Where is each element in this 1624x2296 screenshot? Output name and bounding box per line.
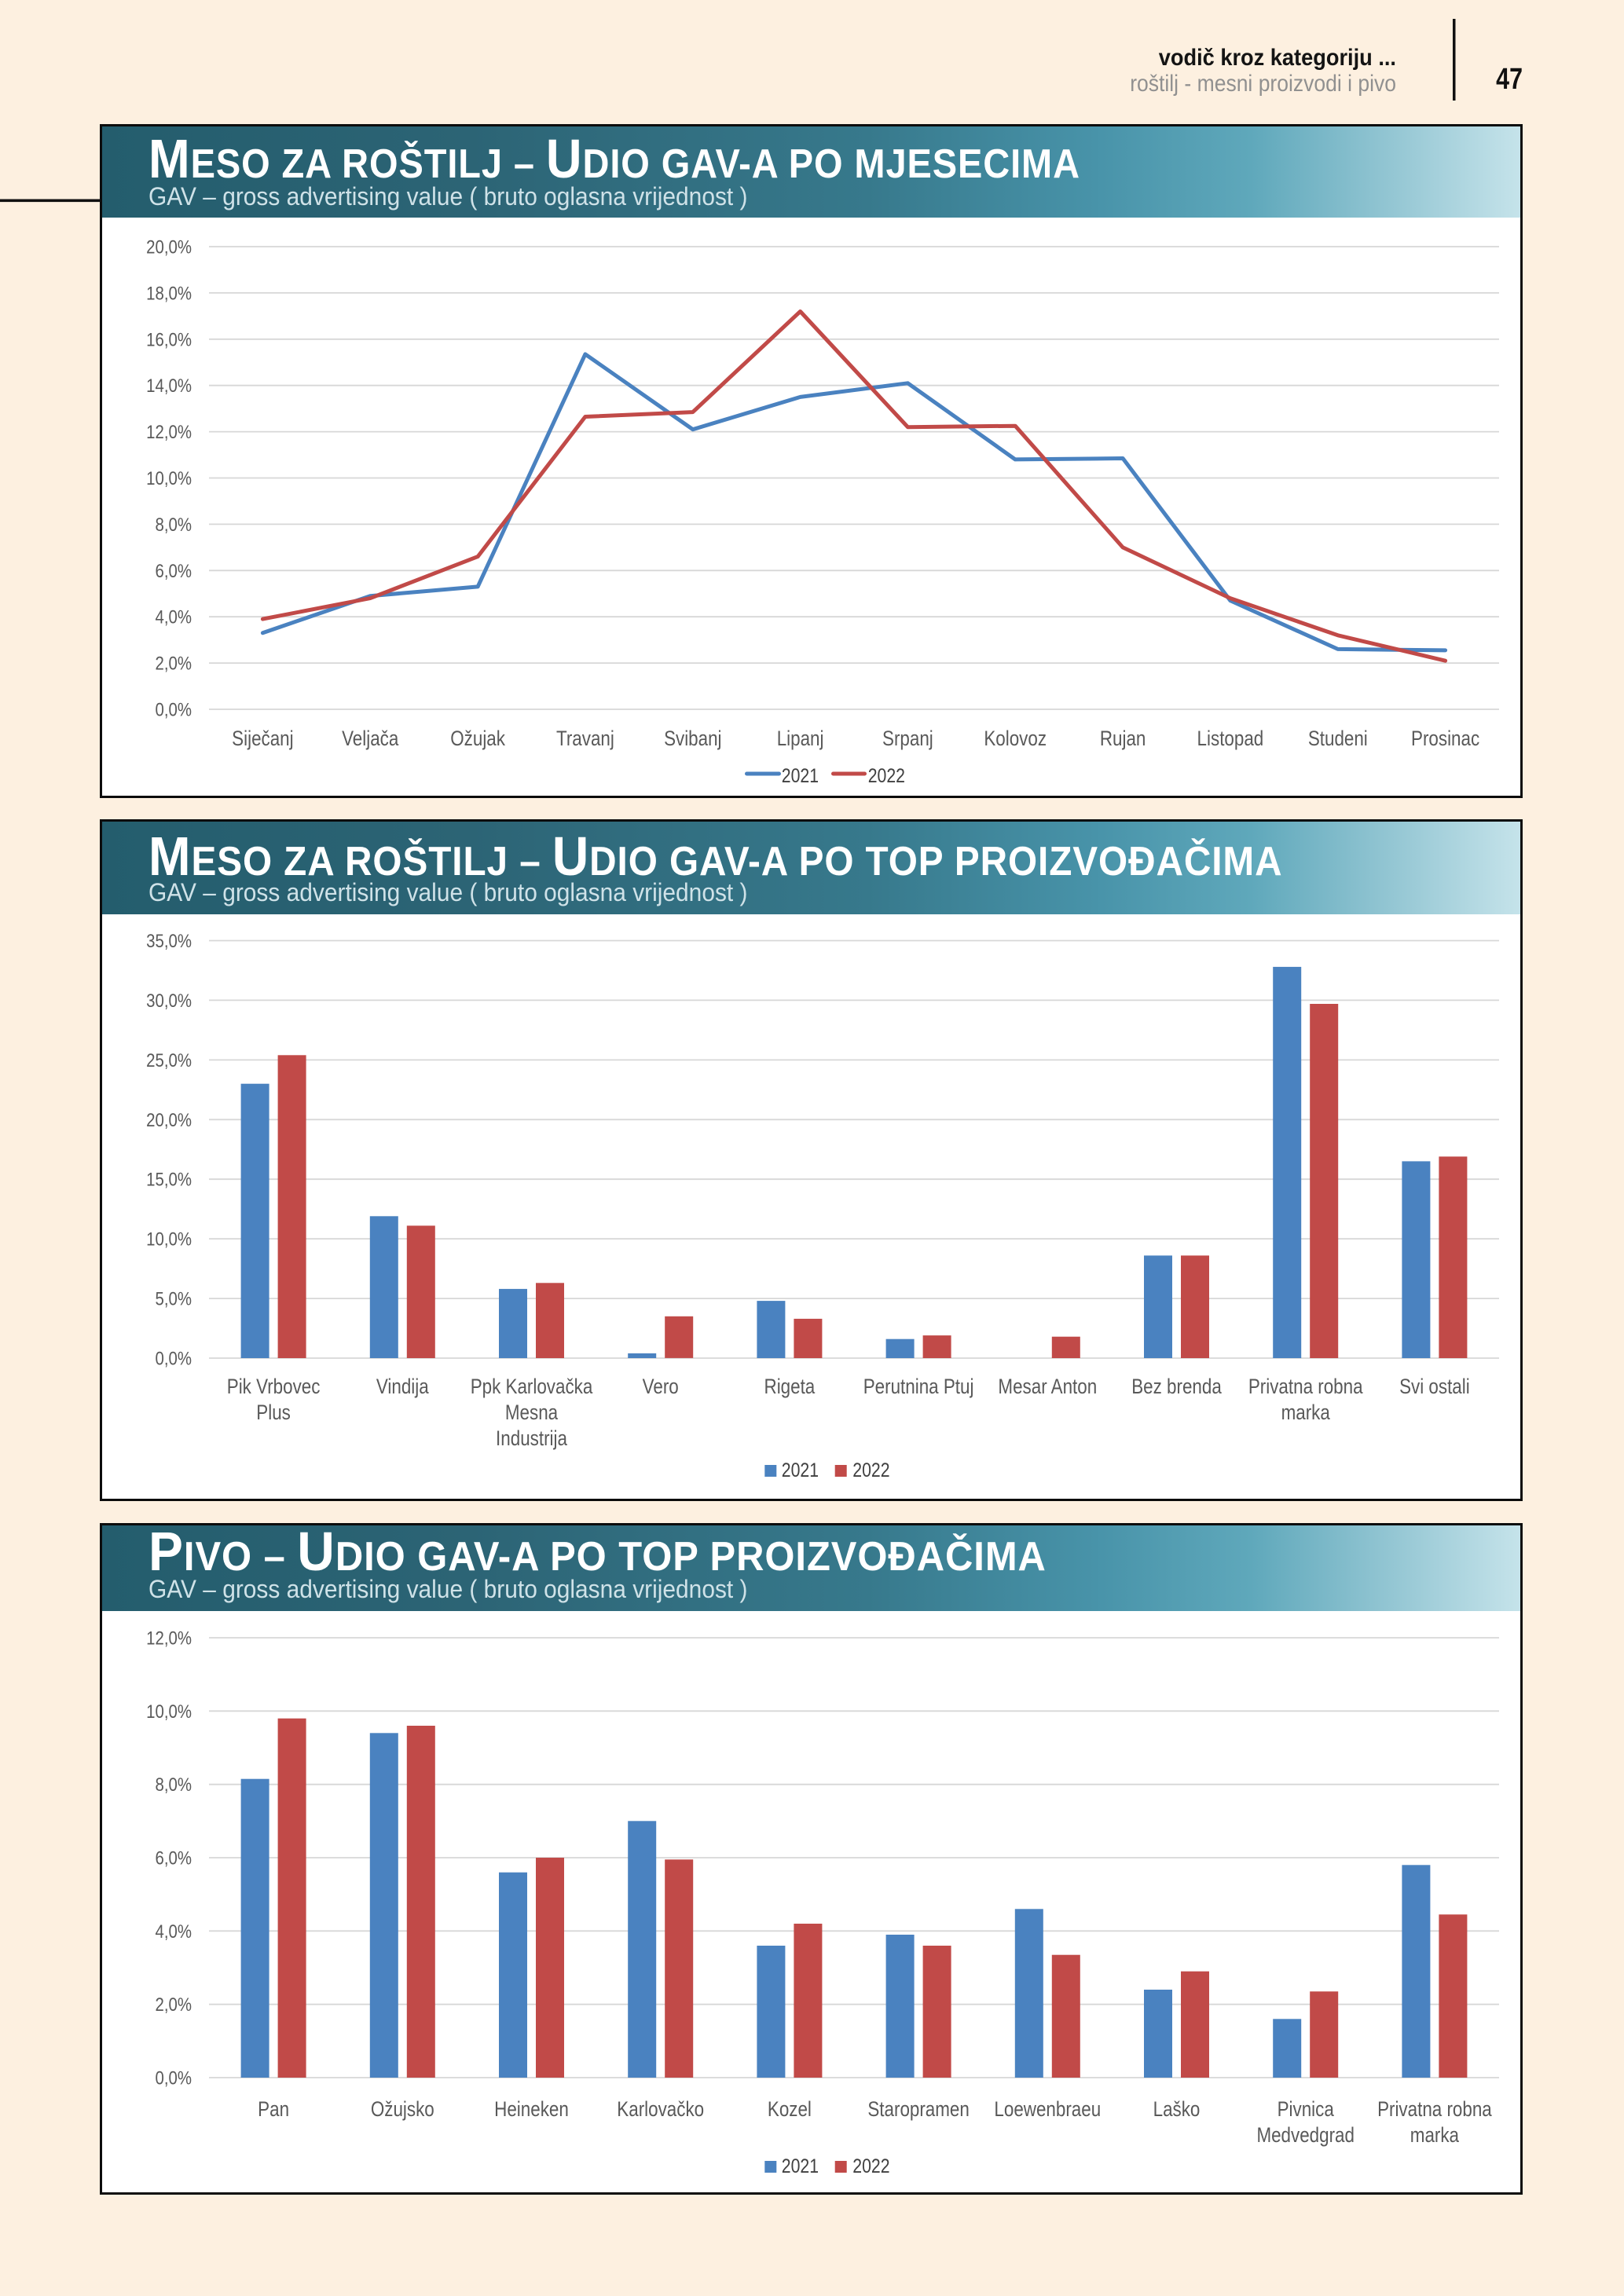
svg-text:6,0%: 6,0% xyxy=(156,1847,192,1869)
svg-text:14,0%: 14,0% xyxy=(146,375,192,397)
svg-text:4,0%: 4,0% xyxy=(156,606,192,628)
svg-text:Heineken: Heineken xyxy=(494,2098,569,2121)
svg-text:4,0%: 4,0% xyxy=(156,1921,192,1942)
svg-text:PIVO – UDIO GAV-A PO TOP PROIZ: PIVO – UDIO GAV-A PO TOP PROIZVOĐAČIMA xyxy=(148,1521,1047,1582)
svg-text:2021: 2021 xyxy=(782,2155,819,2177)
svg-text:marka: marka xyxy=(1410,2124,1459,2147)
svg-text:2,0%: 2,0% xyxy=(156,1994,192,2016)
svg-text:10,0%: 10,0% xyxy=(146,1229,192,1250)
svg-text:GAV – gross advertising value: GAV – gross advertising value ( bruto og… xyxy=(148,1575,747,1603)
svg-text:Bez brenda: Bez brenda xyxy=(1131,1375,1222,1398)
svg-text:Svi ostali: Svi ostali xyxy=(1399,1375,1470,1398)
svg-text:Karlovačko: Karlovačko xyxy=(617,2098,704,2121)
svg-text:10,0%: 10,0% xyxy=(146,1701,192,1722)
svg-text:Perutnina Ptuj: Perutnina Ptuj xyxy=(863,1375,974,1398)
svg-text:Veljača: Veljača xyxy=(342,727,398,750)
svg-text:Laško: Laško xyxy=(1153,2098,1201,2121)
svg-text:Rigeta: Rigeta xyxy=(764,1375,816,1398)
svg-text:8,0%: 8,0% xyxy=(156,1774,192,1796)
svg-text:Plus: Plus xyxy=(256,1401,291,1424)
svg-text:Industrija: Industrija xyxy=(496,1427,567,1450)
svg-text:Medvedgrad: Medvedgrad xyxy=(1256,2124,1355,2147)
svg-text:Loewenbraeu: Loewenbraeu xyxy=(994,2098,1101,2121)
svg-text:18,0%: 18,0% xyxy=(146,283,192,304)
svg-text:Rujan: Rujan xyxy=(1100,727,1146,750)
svg-text:Privatna robna: Privatna robna xyxy=(1377,2098,1492,2121)
svg-text:5,0%: 5,0% xyxy=(156,1288,192,1309)
svg-text:GAV – gross advertising value: GAV – gross advertising value ( bruto og… xyxy=(148,182,747,211)
svg-text:0,0%: 0,0% xyxy=(156,1348,192,1369)
svg-text:2021: 2021 xyxy=(782,1459,819,1481)
svg-text:Kolovoz: Kolovoz xyxy=(984,727,1047,750)
svg-text:2022: 2022 xyxy=(852,2155,889,2177)
svg-text:Ožujak: Ožujak xyxy=(450,727,505,750)
svg-text:Pan: Pan xyxy=(258,2098,289,2121)
svg-text:8,0%: 8,0% xyxy=(156,514,192,535)
svg-text:0,0%: 0,0% xyxy=(156,2067,192,2089)
svg-text:2,0%: 2,0% xyxy=(156,653,192,674)
svg-text:16,0%: 16,0% xyxy=(146,329,192,350)
svg-text:Vindija: Vindija xyxy=(376,1375,429,1398)
svg-text:20,0%: 20,0% xyxy=(146,1109,192,1130)
svg-text:Studeni: Studeni xyxy=(1308,727,1368,750)
svg-text:Pik Vrbovec: Pik Vrbovec xyxy=(227,1375,321,1398)
svg-text:2021: 2021 xyxy=(782,764,819,786)
svg-text:Srpanj: Srpanj xyxy=(882,727,933,750)
svg-text:vodič kroz kategoriju ...: vodič kroz kategoriju ... xyxy=(1159,45,1396,71)
svg-text:12,0%: 12,0% xyxy=(146,422,192,443)
svg-text:35,0%: 35,0% xyxy=(146,930,192,951)
svg-text:Lipanj: Lipanj xyxy=(777,727,824,750)
svg-text:Prosinac: Prosinac xyxy=(1411,727,1479,750)
svg-text:GAV – gross advertising value: GAV – gross advertising value ( bruto og… xyxy=(148,878,747,906)
svg-text:2022: 2022 xyxy=(852,1459,889,1481)
svg-text:Siječanj: Siječanj xyxy=(232,727,293,750)
svg-text:25,0%: 25,0% xyxy=(146,1049,192,1071)
svg-text:Svibanj: Svibanj xyxy=(664,727,721,750)
svg-text:Vero: Vero xyxy=(643,1375,679,1398)
svg-text:0,0%: 0,0% xyxy=(156,699,192,720)
svg-text:20,0%: 20,0% xyxy=(146,236,192,258)
svg-text:12,0%: 12,0% xyxy=(146,1628,192,1649)
svg-text:Listopad: Listopad xyxy=(1197,727,1264,750)
svg-text:30,0%: 30,0% xyxy=(146,990,192,1011)
svg-text:roštilj - mesni proizvodi i pi: roštilj - mesni proizvodi i pivo xyxy=(1130,69,1396,96)
svg-text:Kozel: Kozel xyxy=(768,2098,812,2121)
svg-text:Ožujsko: Ožujsko xyxy=(371,2098,434,2121)
svg-text:Pivnica: Pivnica xyxy=(1278,2098,1334,2121)
svg-text:Mesna: Mesna xyxy=(505,1401,558,1424)
svg-text:Travanj: Travanj xyxy=(556,727,614,750)
svg-text:Ppk Karlovačka: Ppk Karlovačka xyxy=(471,1375,593,1398)
svg-text:MESO ZA ROŠTILJ – UDIO GAV-A P: MESO ZA ROŠTILJ – UDIO GAV-A PO MJESECIM… xyxy=(148,129,1080,190)
svg-text:10,0%: 10,0% xyxy=(146,467,192,489)
svg-text:Privatna robna: Privatna robna xyxy=(1248,1375,1363,1398)
svg-text:Mesar Anton: Mesar Anton xyxy=(998,1375,1097,1398)
svg-text:2022: 2022 xyxy=(868,764,905,786)
svg-text:MESO ZA ROŠTILJ – UDIO GAV-A P: MESO ZA ROŠTILJ – UDIO GAV-A PO TOP PROI… xyxy=(148,826,1282,887)
svg-text:47: 47 xyxy=(1496,63,1523,96)
svg-text:6,0%: 6,0% xyxy=(156,560,192,581)
svg-text:Staropramen: Staropramen xyxy=(867,2098,969,2121)
svg-text:marka: marka xyxy=(1281,1401,1330,1424)
svg-text:15,0%: 15,0% xyxy=(146,1169,192,1190)
